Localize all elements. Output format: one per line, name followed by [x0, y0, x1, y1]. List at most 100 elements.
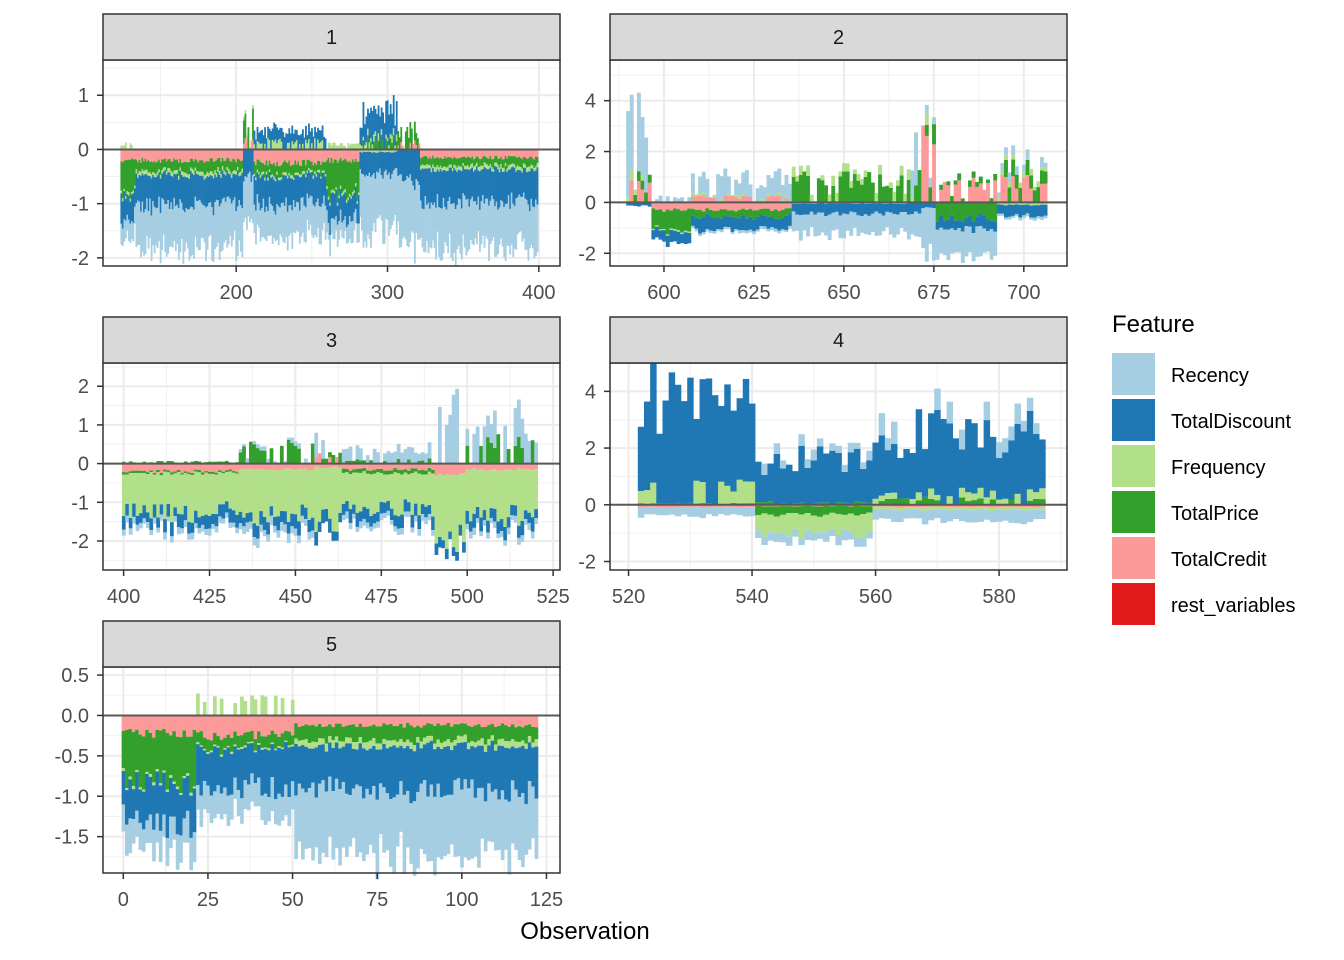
- bar-frequency-obs-47: [280, 747, 285, 750]
- bar-totalprice-obs-671: [917, 170, 922, 203]
- bar-totaldiscount-obs-534: [711, 395, 719, 505]
- bar-totaldiscount-obs-585: [1026, 410, 1034, 490]
- bar-totalcredit-obs-573: [952, 504, 960, 508]
- bar-frequency-obs-551: [816, 516, 824, 533]
- bar-frequency-obs-183: [209, 171, 212, 175]
- bar-totaldiscount-obs-480: [396, 516, 401, 529]
- bar-totalprice-obs-483: [407, 459, 411, 464]
- bar-recency-obs-121: [531, 786, 535, 839]
- bar-totalprice-obs-280: [356, 162, 359, 202]
- bar-frequency-obs-469: [358, 472, 363, 512]
- bar-frequency-obs-606: [683, 230, 688, 233]
- bar-frequency-obs-535: [718, 481, 725, 505]
- bar-totalprice-obs-395: [530, 156, 533, 165]
- bar-recency-obs-474: [376, 521, 380, 528]
- bar-frequency-obs-20: [189, 792, 194, 796]
- bar-recency-obs-622: [741, 230, 746, 233]
- bar-totalcredit-obs-537: [730, 504, 737, 507]
- bar-totalprice-obs-145: [152, 162, 154, 173]
- bar-totalcredit-obs-16: [175, 715, 180, 737]
- bar-frequency-obs-26: [209, 750, 214, 753]
- bar-totaldiscount-obs-289: [370, 152, 372, 178]
- bar-totalprice-obs-705: [1040, 170, 1044, 184]
- bar-totalprice-obs-37: [246, 731, 251, 743]
- bar-frequency-obs-305: [394, 149, 397, 152]
- bar-recency-obs-403: [132, 516, 136, 524]
- bar-frequency-obs-547: [792, 513, 799, 529]
- bar-recency-obs-396: [532, 206, 534, 249]
- bar-recency-obs-0: [121, 804, 126, 832]
- bar-totalcredit-obs-87: [416, 715, 420, 726]
- bar-recency-obs-118: [521, 793, 525, 868]
- bar-totaldiscount-obs-28: [216, 747, 221, 786]
- bar-totalprice-obs-561: [878, 501, 886, 505]
- bar-recency-obs-507: [489, 423, 494, 443]
- bar-recency-obs-405: [139, 522, 143, 529]
- bar-recency-obs-120: [527, 781, 532, 850]
- bar-totalcredit-obs-11: [158, 715, 163, 731]
- bar-recency-obs-582: [1008, 426, 1015, 441]
- bar-totaldiscount-obs-505: [482, 510, 487, 521]
- bar-totalcredit-obs-121: [531, 715, 535, 727]
- bar-frequency-obs-219: [264, 177, 266, 181]
- bar-totalcredit-obs-490: [431, 463, 435, 470]
- bar-totalprice-obs-612: [705, 208, 710, 215]
- bar-totalcredit-obs-216: [259, 149, 262, 162]
- bar-totalcredit-obs-98: [453, 715, 458, 725]
- bar-totalprice-obs-343: [451, 158, 454, 169]
- bar-recency-obs-500: [465, 523, 470, 530]
- bar-recency-obs-631: [773, 171, 778, 197]
- bar-frequency-obs-108: [487, 739, 491, 746]
- facet-strip-label: 4: [833, 330, 844, 352]
- bar-recency-obs-482: [403, 511, 408, 517]
- bar-frequency-obs-304: [392, 128, 395, 136]
- bar-totalcredit-obs-378: [504, 149, 507, 156]
- bar-frequency-obs-186: [214, 170, 217, 175]
- bar-totalcredit-obs-514: [513, 463, 518, 471]
- bar-totalcredit-obs-370: [492, 149, 495, 160]
- bar-recency-obs-248: [308, 198, 310, 230]
- bar-totalprice-obs-487: [420, 469, 425, 475]
- bar-totaldiscount-obs-694: [1000, 204, 1005, 214]
- bar-recency-obs-100: [460, 789, 464, 868]
- bar-totalcredit-obs-329: [430, 149, 433, 159]
- bar-totalprice-obs-645: [824, 185, 829, 203]
- bar-totaldiscount-obs-435: [242, 517, 246, 527]
- bar-recency-obs-584: [1020, 510, 1028, 525]
- bar-frequency-obs-44: [270, 742, 275, 745]
- bar-frequency-obs-507: [489, 469, 494, 509]
- bar-totalprice-obs-676: [935, 202, 940, 222]
- bar-totaldiscount-obs-55: [307, 748, 312, 789]
- bar-recency-obs-479: [393, 451, 398, 464]
- bar-totalprice-obs-96: [446, 722, 451, 739]
- bar-totaldiscount-obs-86: [412, 751, 417, 802]
- bar-recency-obs-615: [716, 174, 721, 203]
- bar-totalprice-obs-551: [816, 506, 824, 517]
- bar-totalprice-obs-500: [465, 445, 470, 464]
- bar-totaldiscount-obs-16: [175, 789, 180, 835]
- bar-totalprice-obs-564: [897, 498, 904, 505]
- bar-recency-obs-129: [127, 219, 130, 241]
- bar-frequency-obs-238: [292, 177, 295, 180]
- bar-totaldiscount-obs-73: [368, 748, 373, 795]
- bar-recency-obs-522: [637, 507, 645, 518]
- bar-totalcredit-obs-230: [280, 149, 283, 165]
- bar-totalcredit-obs-339: [445, 149, 448, 159]
- bar-frequency-obs-52: [297, 740, 302, 747]
- bar-totalprice-obs-357: [472, 159, 475, 167]
- bar-totaldiscount-obs-181: [206, 176, 209, 207]
- bar-totaldiscount-obs-352: [465, 169, 468, 200]
- bar-totalprice-obs-291: [373, 141, 375, 150]
- bar-recency-obs-329: [430, 202, 433, 249]
- bar-recency-obs-401: [125, 515, 130, 523]
- bar-totalprice-obs-271: [342, 159, 345, 192]
- bar-recency-obs-540: [748, 507, 756, 517]
- bar-totaldiscount-obs-166: [183, 176, 186, 213]
- bar-totaldiscount-obs-185: [212, 178, 215, 216]
- bar-totalprice-obs-351: [463, 156, 466, 166]
- bar-frequency-obs-543: [767, 514, 774, 533]
- bar-totalprice-obs-460: [328, 452, 332, 458]
- bar-totaldiscount-obs-77: [382, 743, 386, 788]
- bar-frequency-obs-353: [466, 165, 469, 170]
- bar-totalcredit-obs-29: [219, 715, 224, 740]
